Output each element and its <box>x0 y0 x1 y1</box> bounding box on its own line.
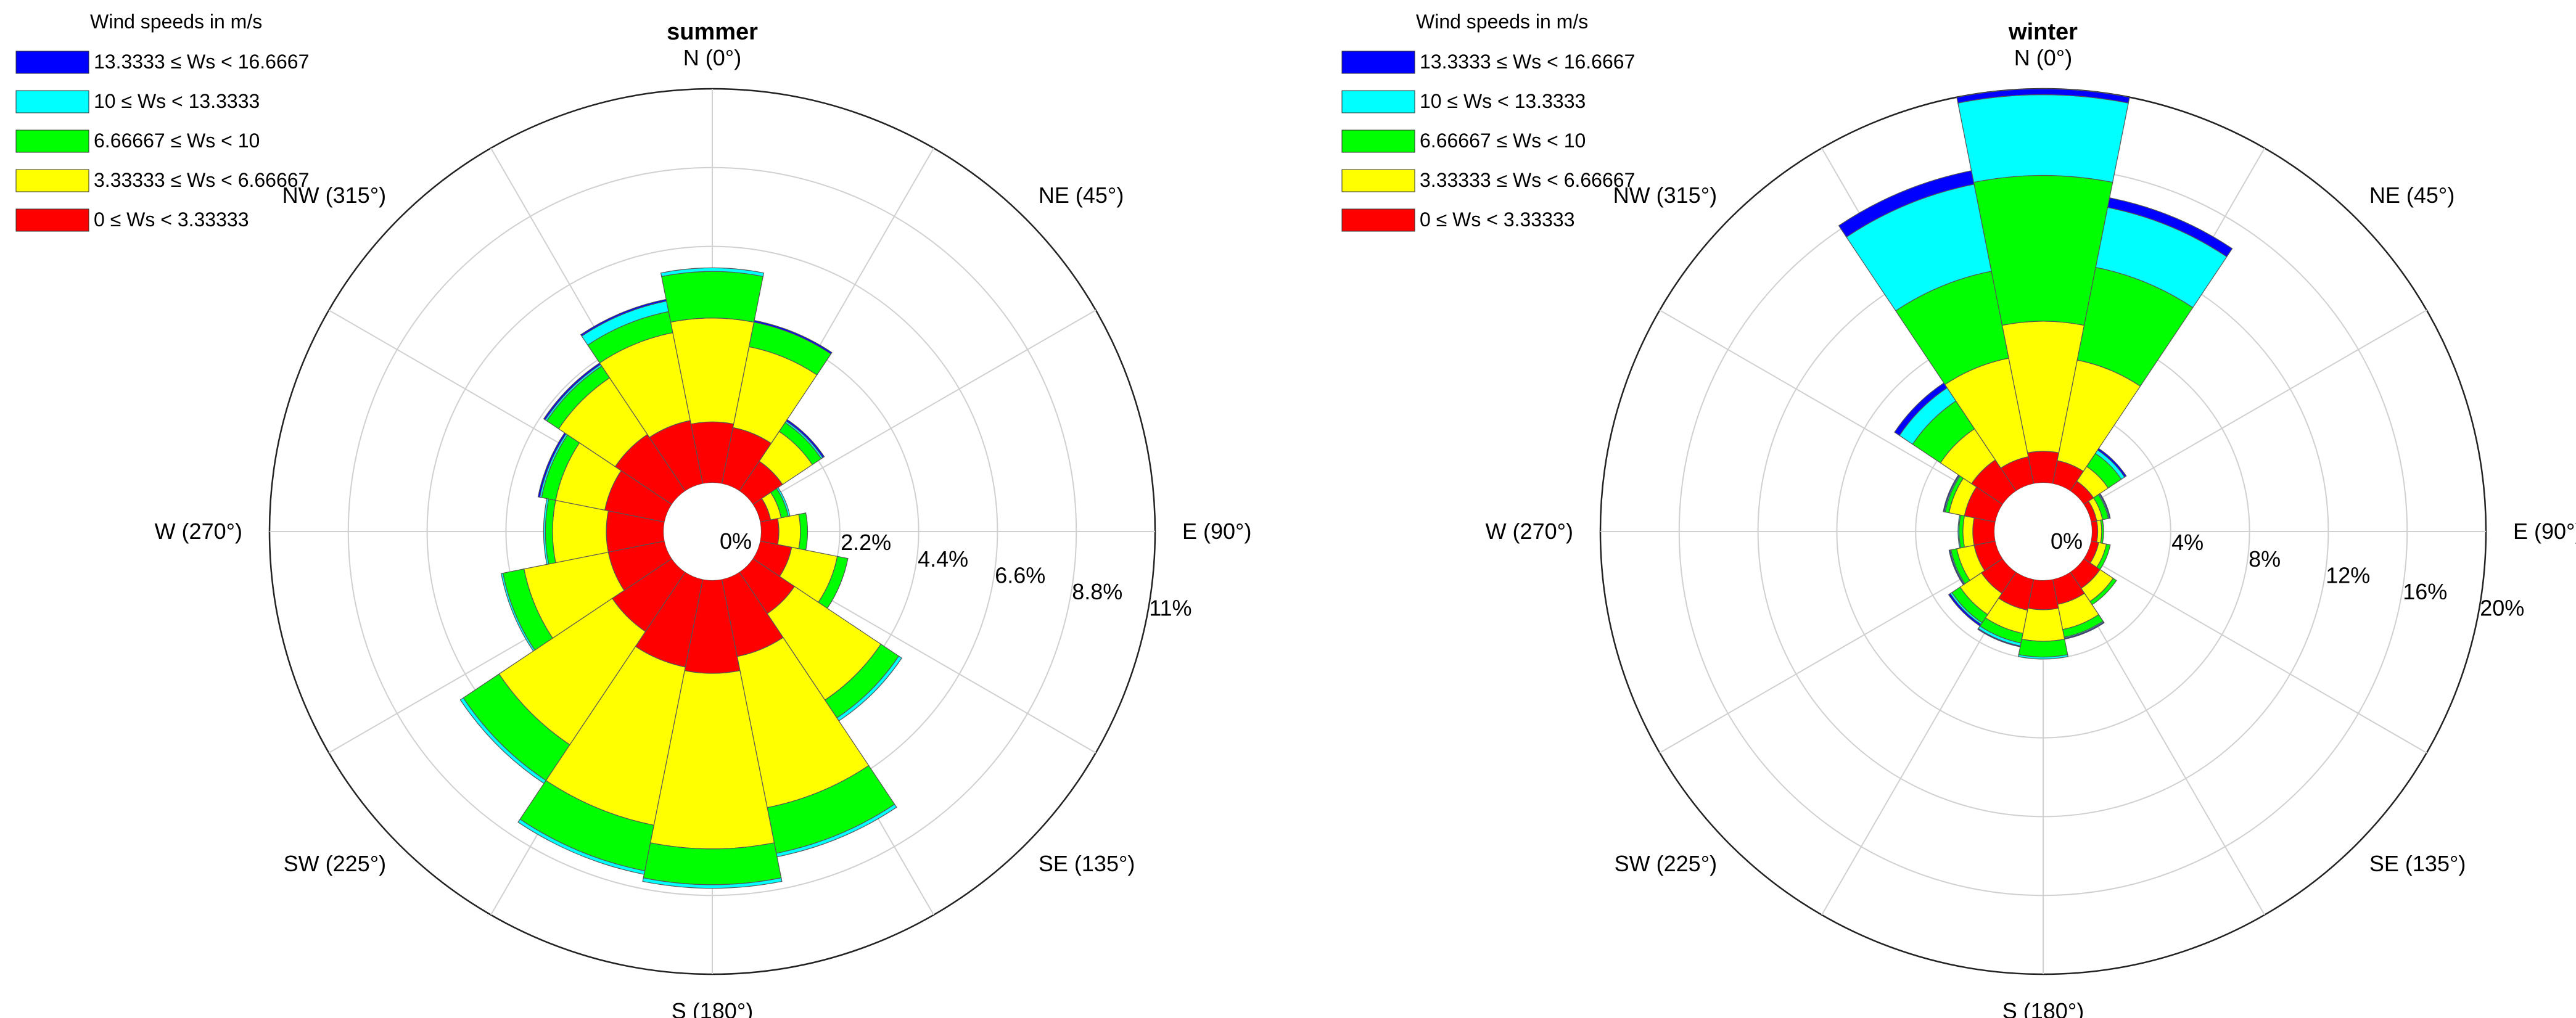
summer-dir-label-nw: NW (315°) <box>282 183 386 208</box>
summer-grid-spoke-60 <box>754 310 1097 508</box>
summer-legend-label-0: 13.3333 ≤ Ws < 16.6667 <box>94 51 309 73</box>
winter-legend-swatch-4 <box>1341 208 1415 232</box>
winter-sector-0-bin-4 <box>1956 88 2130 104</box>
winter-grid-spoke-60 <box>2084 310 2427 508</box>
summer-tick-label-2: 4.4% <box>918 546 968 572</box>
winter-tick-label-0: 0% <box>2051 528 2083 554</box>
winter-sector-15-bin-4 <box>1838 170 1975 238</box>
winter-sector-8-bin-3 <box>2017 654 2069 660</box>
summer-sector-8-bin-2 <box>643 842 782 885</box>
winter-sector-2-bin-4 <box>2097 448 2127 478</box>
summer-tick-label-5: 11% <box>1149 596 1191 621</box>
summer-tick-label-0: 0% <box>720 528 752 554</box>
winter-legend-label-1: 10 ≤ Ws < 13.3333 <box>1420 90 1586 112</box>
winter-radial-tick-labels: 0% 4% 8% 12% 16% 20% <box>2051 528 2524 621</box>
winter-dir-label-se: SE (135°) <box>2369 851 2466 876</box>
summer-sector-9-bin-3 <box>517 818 646 875</box>
winter-legend: Wind speeds in m/s 13.3333 ≤ Ws < 16.666… <box>1341 10 1635 232</box>
winter-chart-title: winter <box>2008 19 2078 45</box>
winter-legend-swatch-0 <box>1341 51 1415 74</box>
winter-legend-swatch-3 <box>1341 169 1415 192</box>
winter-dir-label-nw: NW (315°) <box>1613 183 1717 208</box>
summer-legend-swatch-0 <box>15 51 89 74</box>
winter-dir-label-w: W (270°) <box>1486 519 1573 544</box>
summer-sector-1-bin-4 <box>753 319 833 355</box>
summer-center-hole <box>664 483 761 580</box>
winter-legend-swatch-1 <box>1341 90 1415 113</box>
summer-chart-title: summer <box>667 19 758 45</box>
winter-grid-spoke-120 <box>2084 555 2427 753</box>
summer-dir-label-w: W (270°) <box>155 519 242 544</box>
summer-sector-10-bin-3 <box>459 697 547 784</box>
winter-dir-label-ne: NE (45°) <box>2369 183 2455 208</box>
winter-sector-11-bin-4 <box>1948 549 1965 586</box>
summer-sector-4-bin-0 <box>759 518 780 545</box>
winter-sector-0-bin-3 <box>1957 94 2129 183</box>
winter-sectors <box>1838 88 2233 660</box>
summer-legend-swatch-4 <box>15 208 89 232</box>
winter-grid-spoke-300 <box>1659 310 2002 508</box>
summer-sector-11-bin-3 <box>500 572 535 652</box>
summer-radial-tick-labels: 0% 2.2% 4.4% 6.6% 8.8% 11% <box>720 528 1192 621</box>
winter-legend-label-0: 13.3333 ≤ Ws < 16.6667 <box>1420 51 1635 73</box>
winter-dir-label-n: N (0°) <box>2014 45 2072 70</box>
winter-tick-label-1: 4% <box>2171 530 2204 555</box>
winter-panel: N (0°) NE (45°) E (90°) SE (135°) S (180… <box>1341 10 2576 1018</box>
winter-tick-label-5: 20% <box>2480 596 2524 621</box>
summer-legend-label-3: 3.33333 ≤ Ws < 6.66667 <box>94 169 309 191</box>
summer-dir-label-ne: NE (45°) <box>1039 183 1124 208</box>
summer-sector-8-bin-3 <box>642 877 783 889</box>
summer-legend-label-1: 10 ≤ Ws < 13.3333 <box>94 90 260 112</box>
winter-grid-spoke-240 <box>1659 555 2002 753</box>
winter-legend-label-3: 3.33333 ≤ Ws < 6.66667 <box>1420 169 1635 191</box>
summer-legend-title: Wind speeds in m/s <box>90 10 262 33</box>
summer-dir-label-se: SE (135°) <box>1039 851 1135 876</box>
winter-legend-label-2: 6.66667 ≤ Ws < 10 <box>1420 129 1586 152</box>
summer-legend-swatch-3 <box>15 169 89 192</box>
summer-legend-swatch-1 <box>15 90 89 113</box>
winter-legend-swatch-2 <box>1341 129 1415 153</box>
summer-tick-label-3: 6.6% <box>995 562 1045 588</box>
winter-grid-spoke-150 <box>2067 573 2265 916</box>
winter-sector-12-bin-0 <box>1972 517 1996 546</box>
summer-dir-label-sw: SW (225°) <box>284 851 386 876</box>
summer-panel: N (0°) NE (45°) E (90°) SE (135°) S (180… <box>15 10 1252 1018</box>
summer-legend-swatch-2 <box>15 129 89 153</box>
summer-sector-2-bin-4 <box>785 419 825 459</box>
winter-legend-title: Wind speeds in m/s <box>1416 10 1588 33</box>
winter-sector-8-bin-1 <box>2021 607 2065 642</box>
winter-sector-4-bin-0 <box>2090 520 2099 543</box>
winter-tick-label-4: 16% <box>2403 579 2447 604</box>
summer-tick-label-1: 2.2% <box>841 530 891 555</box>
summer-sector-4-bin-1 <box>777 514 801 549</box>
summer-legend-label-2: 6.66667 ≤ Ws < 10 <box>94 129 260 152</box>
winter-dir-label-s: S (180°) <box>2002 998 2084 1018</box>
winter-sector-8-bin-2 <box>2018 638 2068 658</box>
winter-sector-12-bin-1 <box>1962 515 1975 548</box>
summer-dir-label-n: N (0°) <box>683 45 741 70</box>
winter-tick-label-3: 12% <box>2326 562 2370 588</box>
winter-sector-3-bin-4 <box>2099 493 2111 519</box>
winter-sector-9-bin-4 <box>1977 628 2021 647</box>
winter-tick-label-2: 8% <box>2249 546 2281 572</box>
summer-dir-label-e: E (90°) <box>1182 519 1251 544</box>
winter-legend-label-4: 0 ≤ Ws < 3.33333 <box>1420 208 1574 231</box>
summer-legend-label-4: 0 ≤ Ws < 3.33333 <box>94 208 249 231</box>
summer-sectors <box>459 267 903 889</box>
winter-dir-label-e: E (90°) <box>2513 519 2576 544</box>
winter-sector-1-bin-4 <box>2107 197 2233 258</box>
winter-sector-10-bin-4 <box>1948 593 1982 627</box>
summer-legend: Wind speeds in m/s 13.3333 ≤ Ws < 16.666… <box>15 10 309 232</box>
winter-dir-label-sw: SW (225°) <box>1615 851 1717 876</box>
winter-direction-labels: N (0°) NE (45°) E (90°) SE (135°) S (180… <box>1486 45 2576 1018</box>
summer-direction-labels: N (0°) NE (45°) E (90°) SE (135°) S (180… <box>155 45 1252 1018</box>
summer-tick-label-4: 8.8% <box>1072 579 1122 604</box>
summer-sector-0-bin-2 <box>661 271 763 323</box>
summer-dir-label-s: S (180°) <box>672 998 753 1018</box>
winter-center-hole <box>1994 483 2092 580</box>
summer-sector-0-bin-3 <box>660 267 765 277</box>
summer-sector-15-bin-4 <box>580 298 667 337</box>
summer-sector-12-bin-1 <box>552 499 609 564</box>
